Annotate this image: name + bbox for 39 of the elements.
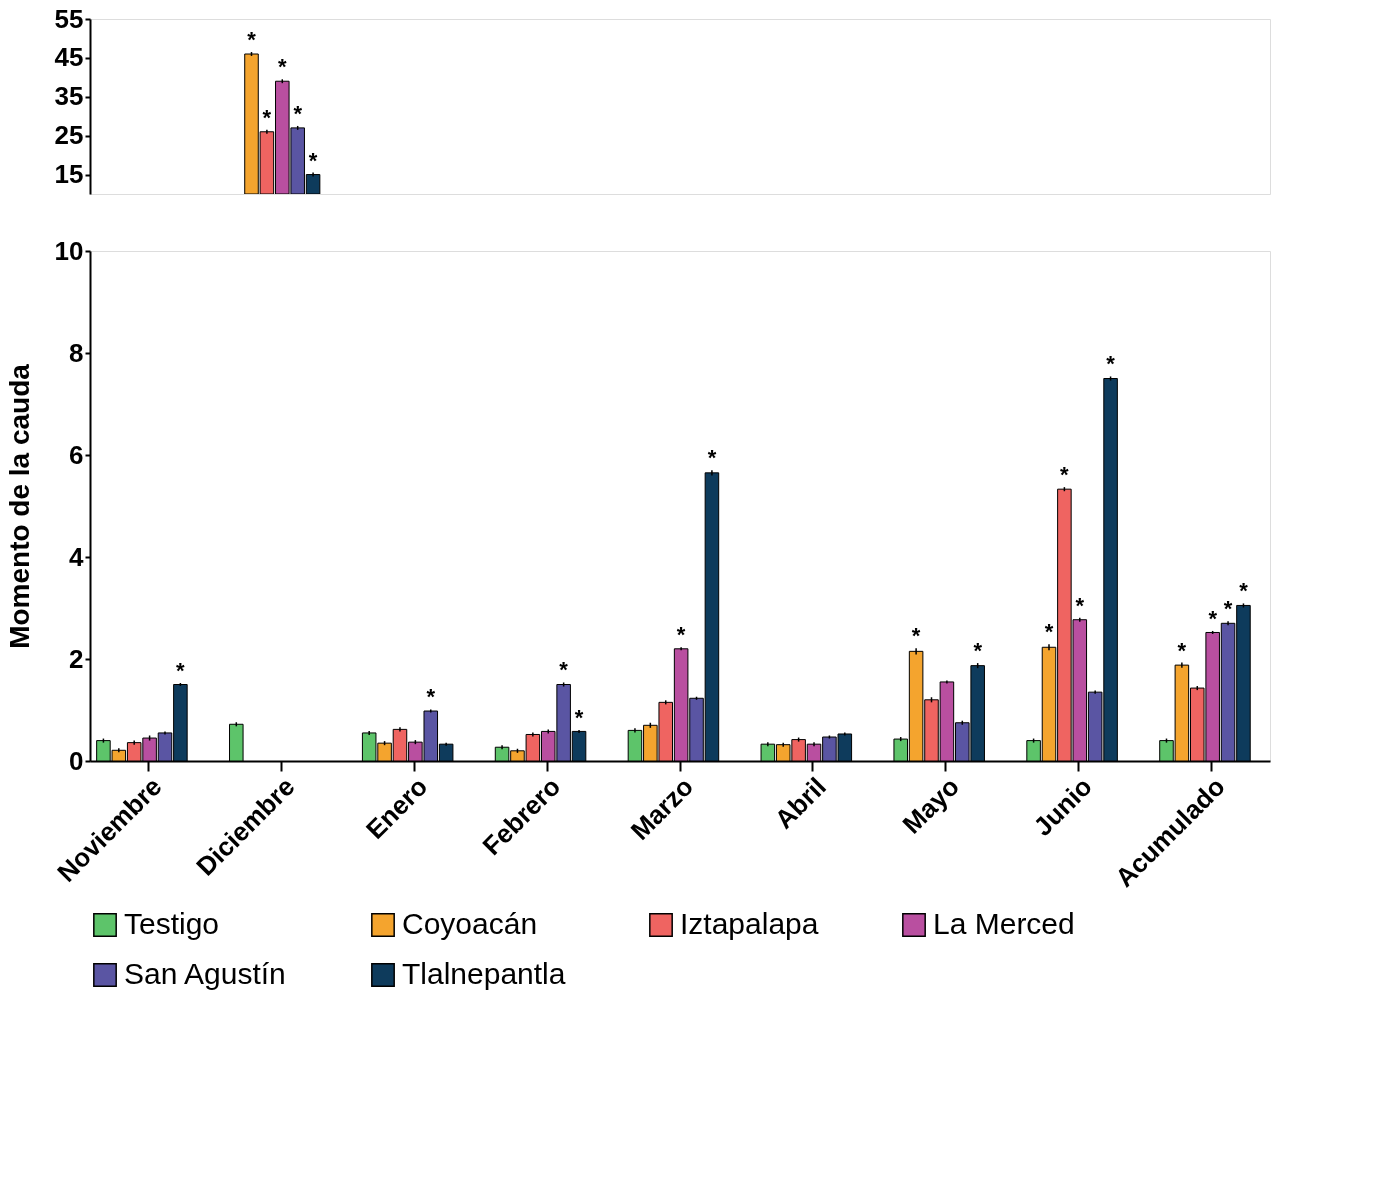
legend-label: San Agustín [124,957,286,990]
data-label: * [1239,578,1249,604]
data-label: * [1044,619,1054,645]
data-label: * [911,623,921,649]
data-label: * [559,657,569,683]
data-label: * [426,684,436,710]
data-label: * [1106,351,1116,377]
y-tick-label: 25 [54,120,84,151]
legend-label: Coyoacán [402,907,538,940]
y-tick-label: 8 [69,337,84,368]
legend-label: Tlalnepantla [402,957,566,990]
data-label: * [707,445,717,471]
data-label: * [1223,596,1233,622]
data-label: * [676,622,686,648]
legend-label: Testigo [124,907,220,940]
legend-label: Iztapalapa [680,907,819,940]
data-label: * [574,704,584,730]
y-tick-label: 10 [54,235,84,266]
data-label: * [1060,462,1070,488]
y-tick-label: 4 [69,541,85,572]
y-tick-label: 55 [54,3,84,34]
data-label: * [278,54,288,80]
y-tick-label: 0 [69,745,84,776]
y-axis-title: Momento de la cauda [3,363,35,649]
data-label: * [1208,605,1218,631]
data-label: * [176,657,186,683]
y-tick-label: 35 [54,81,84,112]
data-label: * [293,100,303,126]
legend-label: La Merced [933,907,1075,940]
y-tick-label: 6 [69,439,84,470]
data-label: * [308,147,318,173]
data-label: * [247,27,257,53]
data-label: * [1075,592,1085,618]
y-tick-label: 15 [54,159,84,190]
data-label: * [262,104,272,130]
data-label: * [1177,637,1187,663]
data-label: * [973,638,983,664]
y-tick-label: 2 [69,643,84,674]
y-tick-label: 45 [54,42,84,73]
